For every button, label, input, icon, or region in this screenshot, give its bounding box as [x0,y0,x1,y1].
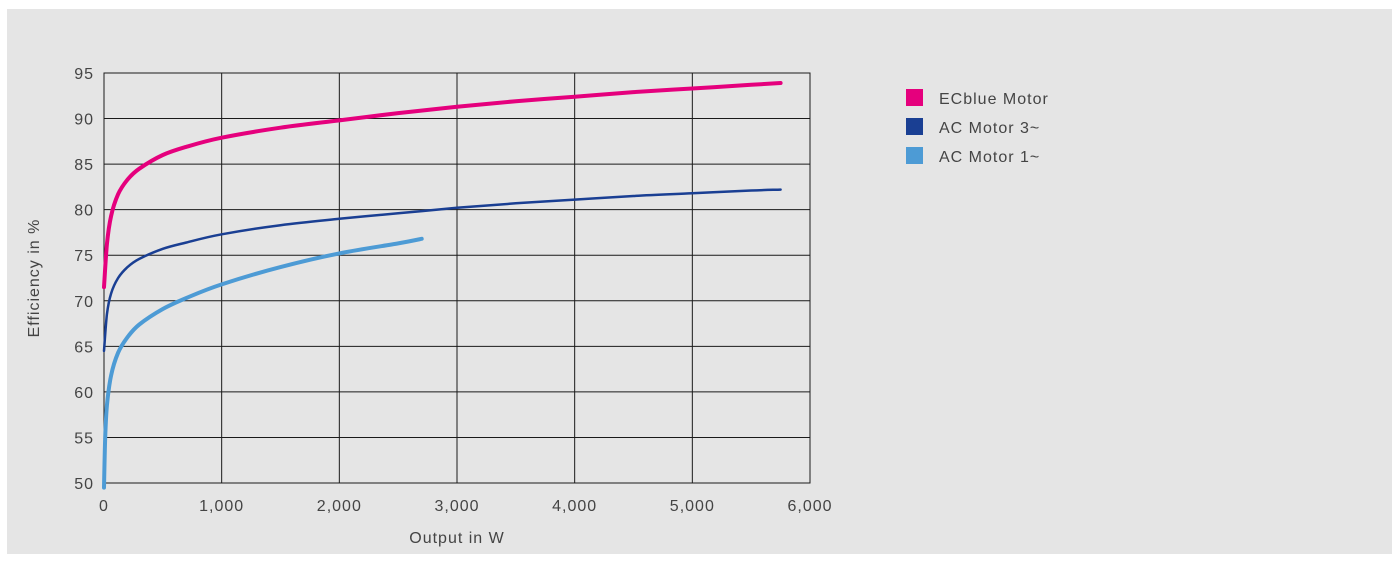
x-tick-label: 2,000 [317,498,362,515]
legend-label: AC Motor 1~ [939,149,1040,166]
legend-swatch [906,89,923,106]
legend-swatch [906,118,923,135]
y-tick-label: 75 [74,248,94,265]
y-tick-labels: 50 55 60 65 70 75 80 85 90 95 [74,66,94,493]
x-tick-label: 0 [99,498,109,515]
grid-lines [103,72,811,484]
y-tick-label: 95 [74,66,94,83]
y-tick-label: 90 [74,112,94,129]
x-tick-label: 3,000 [434,498,479,515]
y-tick-label: 55 [74,430,94,447]
x-tick-labels: 0 1,000 2,000 3,000 4,000 5,000 6,000 [99,498,832,515]
y-axis-label: Efficiency in % [26,219,43,338]
y-tick-label: 60 [74,385,94,402]
legend-swatch [906,147,923,164]
y-tick-label: 50 [74,476,94,493]
chart-panel: 0 1,000 2,000 3,000 4,000 5,000 6,000 50 55 60 65… [7,9,1392,554]
x-tick-label: 4,000 [552,498,597,515]
x-tick-label: 5,000 [670,498,715,515]
legend: ECblue Motor AC Motor 3~ AC Motor 1~ [906,89,1049,166]
ecblue-motor-line [102,81,783,290]
ac-motor-1-line [102,236,424,490]
y-tick-label: 80 [74,203,94,220]
x-tick-label: 1,000 [199,498,244,515]
ac-motor-3-line [102,188,782,353]
series-lines [102,81,783,490]
efficiency-chart: 0 1,000 2,000 3,000 4,000 5,000 6,000 50 55 60 65… [26,66,1049,547]
legend-label: AC Motor 3~ [939,120,1040,137]
y-tick-label: 65 [74,339,94,356]
y-tick-label: 70 [74,294,94,311]
x-tick-label: 6,000 [787,498,832,515]
x-axis-label: Output in W [409,530,504,547]
legend-label: ECblue Motor [939,91,1049,108]
y-tick-label: 85 [74,157,94,174]
